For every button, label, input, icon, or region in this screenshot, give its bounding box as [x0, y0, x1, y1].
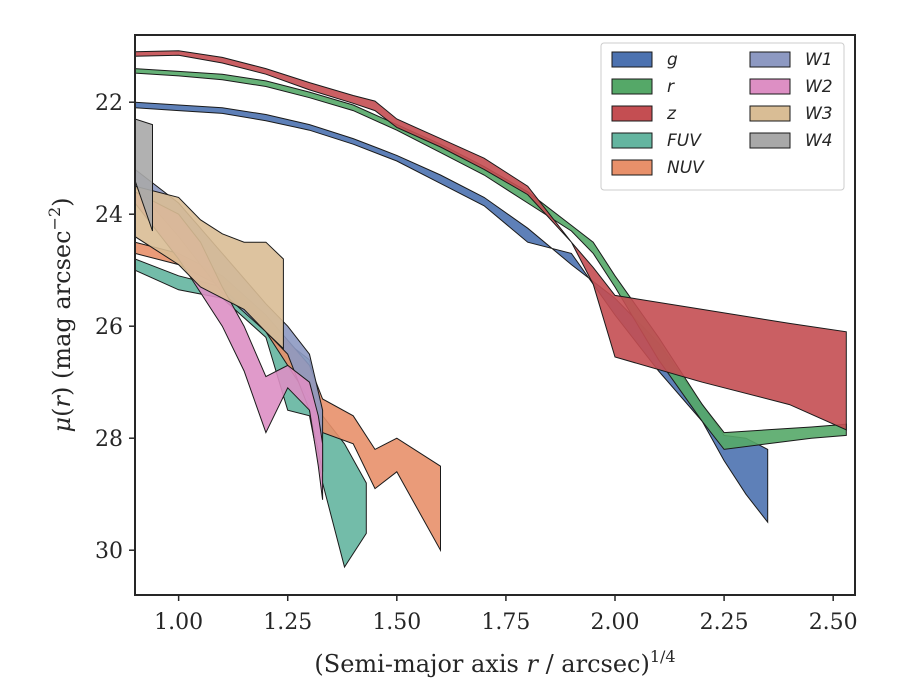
- series-bands: [135, 50, 847, 569]
- y-tick-label: 30: [95, 539, 123, 564]
- x-tick-label: 2.50: [809, 610, 858, 635]
- legend-label-w1: W1: [805, 50, 833, 70]
- x-tick-label: 1.00: [154, 610, 203, 635]
- legend-swatch-nuv: [611, 159, 653, 176]
- band-w3: [135, 185, 284, 350]
- x-tick-label: 1.25: [263, 610, 312, 635]
- plot-frame: [134, 34, 856, 596]
- legend-label-nuv: NUV: [667, 158, 705, 178]
- legend-label-fuv: FUV: [667, 131, 702, 151]
- band-z: [135, 50, 847, 431]
- legend-label-w4: W4: [805, 131, 833, 151]
- band-g: [135, 101, 769, 524]
- x-axis-ticks: 1.00 1.25 1.50 1.75 2.00 2.25 2.50: [154, 595, 858, 635]
- legend-label-g: g: [667, 50, 678, 70]
- legend-swatch-w1: [749, 51, 791, 68]
- x-tick-label: 1.50: [372, 610, 421, 635]
- legend-swatch-fuv: [611, 132, 653, 149]
- y-axis-label: μ(r) (mag arcsec−2): [45, 197, 76, 432]
- y-tick-label: 28: [95, 427, 123, 452]
- x-tick-label: 2.00: [591, 610, 640, 635]
- y-tick-label: 22: [95, 91, 123, 116]
- x-tick-label: 1.75: [481, 610, 530, 635]
- x-axis-label: (Semi-major axis r / arcsec)1/4: [314, 647, 675, 678]
- legend-label-r: r: [667, 77, 675, 97]
- legend-label-w3: W3: [805, 104, 833, 124]
- y-tick-label: 24: [95, 203, 123, 228]
- legend: grz FUV NUV W1 W2 W3 W4: [600, 42, 845, 191]
- y-axis-ticks: 22 24 26 28 30: [95, 91, 135, 564]
- legend-swatch-g: [611, 51, 653, 68]
- y-tick-label: 26: [95, 315, 123, 340]
- x-tick-label: 2.25: [700, 610, 749, 635]
- legend-label-w2: W2: [805, 77, 833, 97]
- legend-swatch-z: [611, 105, 653, 122]
- legend-swatch-r: [611, 78, 653, 95]
- band-w4: [135, 118, 153, 232]
- legend-swatch-w3: [749, 105, 791, 122]
- legend-swatch-w4: [749, 132, 791, 149]
- legend-swatch-w2: [749, 78, 791, 95]
- legend-label-z: z: [666, 104, 677, 124]
